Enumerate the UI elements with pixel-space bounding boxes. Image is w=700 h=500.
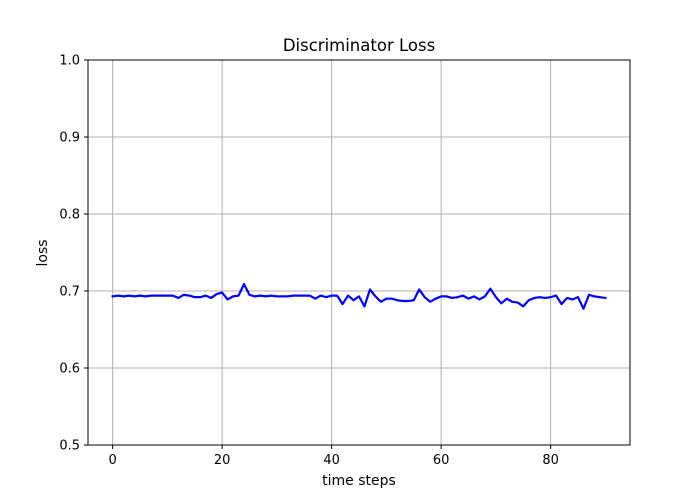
x-tick-label: 40 bbox=[323, 453, 340, 468]
plot-frame bbox=[87, 59, 631, 446]
y-tick-label: 0.8 bbox=[59, 208, 80, 223]
y-tick-label: 0.5 bbox=[59, 439, 80, 454]
x-tick-label: 80 bbox=[542, 453, 559, 468]
series-line bbox=[111, 282, 607, 310]
y-tick-label: 0.7 bbox=[59, 285, 80, 300]
tick-layer: 0 20 40 60 80 0.5 0.6 0.7 0.8 0.9 1.0 bbox=[59, 54, 559, 469]
x-axis-label: time steps bbox=[322, 473, 396, 489]
x-tick-label: 60 bbox=[433, 453, 450, 468]
y-tick-label: 1.0 bbox=[59, 54, 80, 69]
data-layer bbox=[111, 282, 607, 310]
y-tick-label: 0.6 bbox=[59, 362, 80, 377]
y-axis-label: loss bbox=[35, 239, 51, 266]
y-tick-label: 0.9 bbox=[59, 131, 80, 146]
x-tick-label: 0 bbox=[108, 453, 116, 468]
chart-title: Discriminator Loss bbox=[283, 36, 435, 55]
x-tick-label: 20 bbox=[214, 453, 231, 468]
grid-layer bbox=[88, 59, 630, 446]
